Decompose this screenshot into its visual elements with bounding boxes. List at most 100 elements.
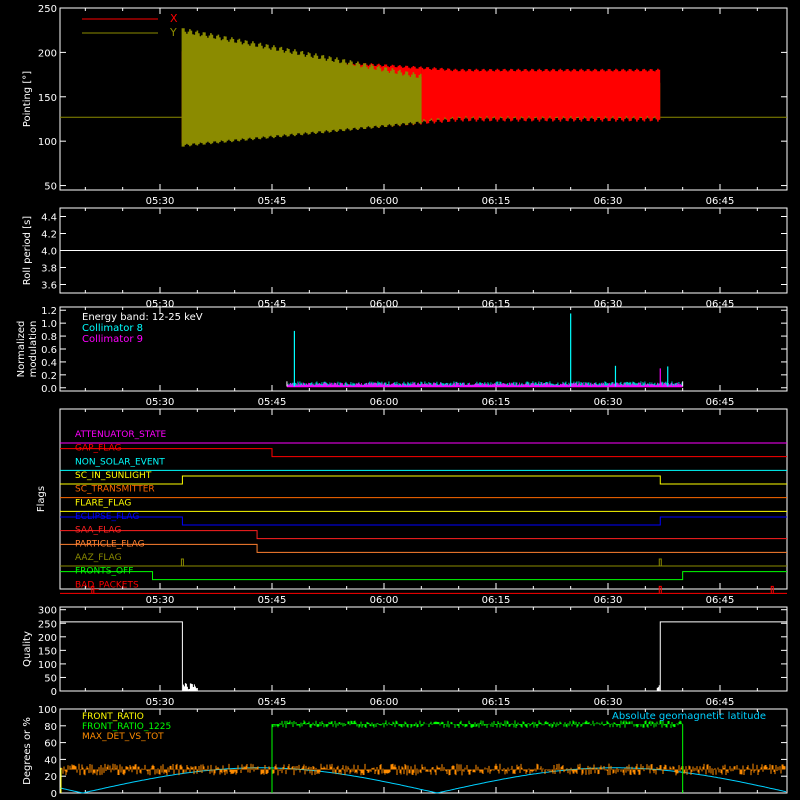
quality-line	[60, 621, 787, 692]
time-tick-label: 06:30	[594, 196, 623, 207]
y-tick-label: 0.4	[41, 358, 57, 369]
y-tick-label: 50	[44, 673, 57, 684]
modulation-legend-2: Collimator 9	[82, 334, 143, 345]
y-tick-label: 250	[38, 4, 57, 15]
flag-label-particle_flag: PARTICLE_FLAG	[75, 539, 145, 549]
time-tick-label: 05:30	[146, 697, 175, 708]
y-tick-label: 0.2	[41, 371, 57, 382]
time-tick-label: 06:15	[482, 299, 511, 310]
time-tick-label: 05:30	[146, 196, 175, 207]
y-tick-label: 3.6	[41, 281, 57, 292]
time-tick-label: 05:45	[258, 196, 287, 207]
y-axis-label: Pointing [°]	[22, 71, 33, 127]
legend-label-x: X	[170, 12, 178, 25]
flag-label-sc_in_sunlight: SC_IN_SUNLIGHT	[75, 471, 152, 481]
flag-pulse	[658, 558, 662, 566]
y-tick-label: 100	[38, 137, 57, 148]
y-tick-label: 100	[38, 660, 57, 671]
y-tick-label: 0.0	[41, 384, 57, 395]
flag-label-flare_flag: FLARE_FLAG	[75, 498, 131, 508]
y-tick-label: 20	[44, 772, 57, 783]
y-tick-label: 80	[44, 722, 57, 733]
flag-line-gap_flag	[60, 448, 787, 458]
flag-line-fronts_off	[60, 571, 787, 581]
time-tick-label: 06:45	[706, 299, 735, 310]
flag-pulse	[770, 585, 774, 594]
y-tick-label: 0.8	[41, 332, 57, 343]
modulation-legend-0: Energy band: 12-25 keV	[82, 312, 203, 323]
time-tick-label: 05:30	[146, 595, 175, 606]
panel-frame-rates	[59, 708, 788, 794]
geomagnetic-latitude-line	[59, 767, 787, 794]
legend-label-y: Y	[169, 26, 177, 39]
time-tick-label: 06:45	[706, 595, 735, 606]
flag-label-gap_flag: GAP_FLAG	[75, 444, 121, 454]
time-tick-label: 06:30	[594, 595, 623, 606]
time-tick-label: 05:45	[258, 595, 287, 606]
time-tick-label: 06:45	[706, 697, 735, 708]
rates-legend-1: FRONT_RATIO_1225	[82, 722, 171, 732]
y-axis-label: Quality	[22, 631, 33, 667]
y-tick-label: 40	[44, 755, 57, 766]
y-tick-label: 4.4	[41, 213, 57, 224]
time-tick-label: 05:30	[146, 299, 175, 310]
time-tick-label: 06:45	[706, 397, 735, 408]
flag-label-fronts_off: FRONTS_OFF	[75, 567, 133, 577]
rates-legend-0: FRONT_RATIO	[82, 712, 144, 722]
y-tick-label: 0.6	[41, 345, 57, 356]
time-tick-label: 06:00	[370, 397, 399, 408]
panel-frame-pointing	[59, 7, 788, 191]
time-tick-label: 06:00	[370, 697, 399, 708]
text-layer: 05:30 05:45 06:00 06:15 06:30 06:45 50 100 150 20…	[16, 4, 766, 800]
y-tick-label: 1.0	[41, 319, 57, 330]
flag-line-particle_flag	[60, 543, 787, 553]
flag-label-eclipse_flag: ECLIPSE_FLAG	[75, 512, 139, 522]
series-x-late	[421, 67, 661, 124]
rates-legend-2: MAX_DET_VS_TOT	[82, 732, 164, 742]
y-axis-label: modulation	[28, 321, 39, 378]
y-tick-label: 4.0	[41, 247, 57, 258]
y-tick-label: 4.2	[41, 230, 57, 241]
y-tick-label: 200	[38, 48, 57, 59]
time-tick-label: 05:30	[146, 397, 175, 408]
quality-noise	[656, 685, 660, 691]
time-tick-label: 06:00	[370, 299, 399, 310]
series-y-early	[181, 28, 422, 147]
time-tick-label: 06:30	[594, 397, 623, 408]
y-tick-label: 150	[38, 646, 57, 657]
modulation-legend-1: Collimator 8	[82, 323, 143, 334]
flag-line-saa_flag	[60, 530, 787, 540]
flag-line-eclipse_flag	[60, 516, 787, 526]
y-tick-label: 100	[38, 705, 57, 716]
panel-frame-quality	[59, 606, 788, 692]
time-tick-label: 05:45	[258, 299, 287, 310]
y-tick-label: 0	[51, 789, 57, 800]
flag-pulse	[180, 558, 184, 566]
flag-label-saa_flag: SAA_FLAG	[75, 526, 121, 536]
time-tick-label: 06:15	[482, 595, 511, 606]
y-tick-label: 150	[38, 93, 57, 104]
y-tick-label: 0	[51, 687, 57, 698]
time-tick-label: 06:15	[482, 196, 511, 207]
panel-frame-flags	[59, 408, 788, 590]
flag-pulse	[91, 585, 95, 594]
flag-label-sc_transmitter: SC_TRANSMITTER	[75, 485, 155, 495]
quality-noise	[182, 683, 197, 691]
time-tick-label: 06:30	[594, 697, 623, 708]
y-axis-label: Degrees or %	[22, 717, 33, 785]
y-tick-label: 300	[38, 606, 57, 617]
flag-label-bad_packets: BAD_PACKETS	[75, 580, 139, 590]
y-tick-label: 60	[44, 739, 57, 750]
front-ratio-1225-trace	[271, 720, 684, 793]
flag-line-sc_in_sunlight	[60, 475, 787, 485]
time-tick-label: 06:15	[482, 397, 511, 408]
y-tick-label: 200	[38, 633, 57, 644]
y-axis-label: Normalized	[16, 321, 27, 378]
flag-label-non_solar_event: NON_SOLAR_EVENT	[75, 457, 165, 467]
time-tick-label: 06:30	[594, 299, 623, 310]
time-tick-label: 05:45	[258, 697, 287, 708]
y-tick-label: 1.2	[41, 306, 57, 317]
time-tick-label: 06:45	[706, 196, 735, 207]
